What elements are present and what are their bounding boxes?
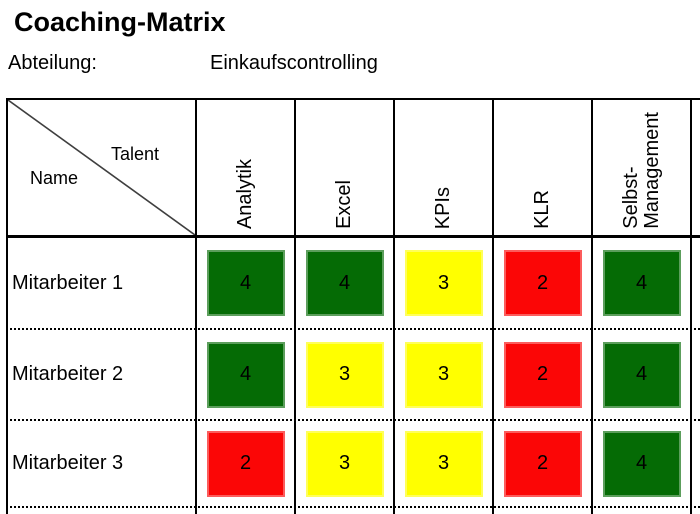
score-value: 4: [206, 341, 285, 408]
column-divider: [690, 98, 692, 514]
column-header-selbstmanagement: Selbst- Management: [593, 100, 690, 235]
score-value: 3: [305, 341, 384, 408]
score-value: 4: [602, 250, 681, 316]
row-divider-dotted: [6, 506, 700, 508]
score-value: 4: [602, 341, 681, 408]
score-value: 2: [206, 430, 285, 497]
score-cell[interactable]: 3: [395, 330, 492, 419]
corner-header-cell: Talent Name: [8, 100, 195, 235]
score-cell[interactable]: 3: [395, 238, 492, 328]
column-header-label: Analytik: [234, 158, 256, 229]
column-axis-label: Talent: [111, 144, 160, 164]
score-cell[interactable]: 3: [296, 330, 393, 419]
row-axis-label: Name: [30, 168, 79, 188]
column-divider: [195, 98, 197, 514]
row-name-mitarbeiter-1[interactable]: Mitarbeiter 1: [12, 271, 124, 294]
score-cell[interactable]: 4: [593, 421, 690, 506]
column-divider: [294, 98, 296, 514]
score-value: 3: [305, 430, 384, 497]
score-cell[interactable]: 4: [593, 238, 690, 328]
column-divider: [591, 98, 593, 514]
score-value: 2: [503, 250, 582, 316]
column-divider: [393, 98, 395, 514]
score-cell[interactable]: 4: [197, 330, 294, 419]
row-divider-dotted: [6, 328, 700, 330]
score-cell[interactable]: 2: [197, 421, 294, 506]
score-cell[interactable]: 3: [296, 421, 393, 506]
column-header-label: Excel: [333, 180, 355, 229]
column-header-label: KPIs: [432, 186, 454, 229]
score-cell[interactable]: 2: [494, 421, 591, 506]
page-title: Coaching-Matrix: [14, 7, 226, 37]
score-cell[interactable]: 2: [494, 330, 591, 419]
score-value: 4: [305, 250, 384, 316]
score-value: 3: [404, 430, 483, 497]
score-value: 2: [503, 430, 582, 497]
row-name-mitarbeiter-3[interactable]: Mitarbeiter 3: [12, 452, 124, 474]
column-divider: [492, 98, 494, 514]
score-cell[interactable]: 4: [593, 330, 690, 419]
column-header-kpis: KPIs: [395, 100, 492, 235]
score-value: 4: [602, 430, 681, 497]
department-value[interactable]: Einkaufscontrolling: [210, 52, 378, 74]
column-header-label: KLR: [531, 190, 553, 229]
score-value: 3: [404, 341, 483, 408]
diagonal-divider-line: [8, 100, 195, 235]
table-border-left: [6, 98, 8, 514]
score-value: 2: [503, 341, 582, 408]
score-value: 3: [404, 250, 483, 316]
department-label: Abteilung:: [8, 52, 97, 74]
column-header-excel: Excel: [296, 100, 393, 235]
row-divider-dotted: [6, 419, 700, 421]
row-name-mitarbeiter-2[interactable]: Mitarbeiter 2: [12, 363, 124, 385]
table-border-top: [6, 98, 700, 100]
score-value: 4: [206, 250, 285, 316]
score-cell[interactable]: 4: [197, 238, 294, 328]
column-header-label: Selbst- Management: [619, 112, 663, 229]
column-header-analytik: Analytik: [197, 100, 294, 235]
column-header-klr: KLR: [494, 100, 591, 235]
score-cell[interactable]: 3: [395, 421, 492, 506]
score-cell[interactable]: 2: [494, 238, 591, 328]
score-cell[interactable]: 4: [296, 238, 393, 328]
header-row-divider: [6, 235, 700, 238]
